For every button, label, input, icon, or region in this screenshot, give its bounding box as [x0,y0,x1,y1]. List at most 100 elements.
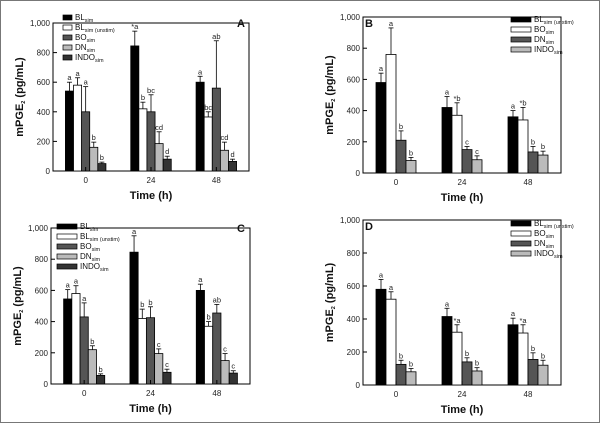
bar [441,107,453,174]
bar [154,353,164,385]
significance-label: d [165,147,169,156]
significance-label: b [99,365,103,374]
panel-letter: C [237,223,245,235]
significance-label: a [74,277,79,286]
significance-label: bc [147,86,155,95]
bar [441,316,453,386]
bar [204,325,214,385]
bar [537,364,549,386]
x-axis-title: Time (h) [441,404,484,416]
significance-label: *a [519,316,527,325]
y-tick-label: 600 [347,282,361,291]
significance-label: a [84,78,89,87]
y-tick-label: 200 [35,349,49,358]
y-tick-label: 600 [37,78,51,87]
bar [395,363,407,386]
x-axis-title: Time (h) [130,190,173,202]
legend-label: INDOsim [534,45,563,56]
panel-letter: B [365,18,373,30]
y-axis-title: mPGE2 (pg/mL) [324,262,337,342]
y-tick-label: 800 [347,249,361,258]
bar [129,251,139,385]
significance-label: ab [213,295,221,304]
significance-label: bc [204,103,212,112]
y-tick-label: 600 [35,286,49,295]
significance-label: a [82,294,87,303]
bar [385,54,397,174]
y-tick-label: 800 [35,255,49,264]
y-axis-title: mPGE2 (pg/mL) [324,55,337,135]
y-tick-label: 400 [37,108,51,117]
bar [79,316,89,385]
legend-swatch [56,233,78,240]
bar [96,375,106,385]
legend-label: BLsim (unstim) [534,15,574,26]
significance-label: cd [220,133,228,142]
bar [405,371,417,386]
legend-label: BLsim [75,13,94,24]
legend-label: DNsim [80,252,101,263]
bar [537,154,549,174]
y-tick-label: 200 [37,137,51,146]
significance-label: c [465,137,469,146]
legend-swatch [56,223,78,230]
significance-label: a [75,69,80,78]
bar [65,90,74,172]
y-tick-label: 400 [35,318,49,327]
significance-label: c [231,362,235,371]
legend-swatch [62,34,73,41]
significance-label: b [100,153,104,162]
significance-label: c [157,340,161,349]
significance-label: c [475,147,479,156]
bar [219,149,229,172]
bar [405,160,417,174]
legend-label: BOsim [534,25,555,36]
legend-label: BLsim (unstim) [75,23,115,34]
significance-label: a [389,19,394,28]
significance-label: *a [131,22,139,31]
bar [527,151,539,174]
bar [81,111,91,172]
panel-letter: A [237,18,245,30]
significance-label: c [223,345,227,354]
x-tick-label: 24 [458,390,467,399]
bar [451,114,463,174]
bar [507,324,519,386]
legend-label: BOsim [80,242,101,253]
legend-swatch [62,54,73,61]
significance-label: b [399,351,403,360]
bar [203,116,213,172]
significance-label: a [67,73,72,82]
y-tick-label: 400 [347,315,361,324]
bar [507,116,519,174]
x-tick-label: 24 [147,176,156,185]
legend-swatch [56,263,78,270]
legend-swatch [510,220,532,227]
bar [527,359,539,386]
significance-label: a [389,283,394,292]
x-axis-title: Time (h) [441,192,484,204]
y-tick-label: 1,000 [340,13,361,22]
y-tick-label: 0 [356,381,361,390]
significance-label: a [511,309,516,318]
bar [162,158,172,172]
legend-label: BLsim (unstim) [80,232,120,243]
legend-label: BLsim (unstim) [534,219,574,230]
significance-label: *a [453,316,461,325]
significance-label: b [90,337,94,346]
y-tick-label: 200 [347,138,361,147]
y-tick-label: 1,000 [340,216,361,225]
legend-label: INDOsim [534,249,563,260]
bar [71,293,81,385]
legend-swatch [56,243,78,250]
bar [375,288,387,386]
x-tick-label: 0 [82,389,87,398]
significance-label: b [531,137,535,146]
x-tick-label: 48 [212,176,221,185]
bar [130,45,140,172]
significance-label: d [230,150,234,159]
